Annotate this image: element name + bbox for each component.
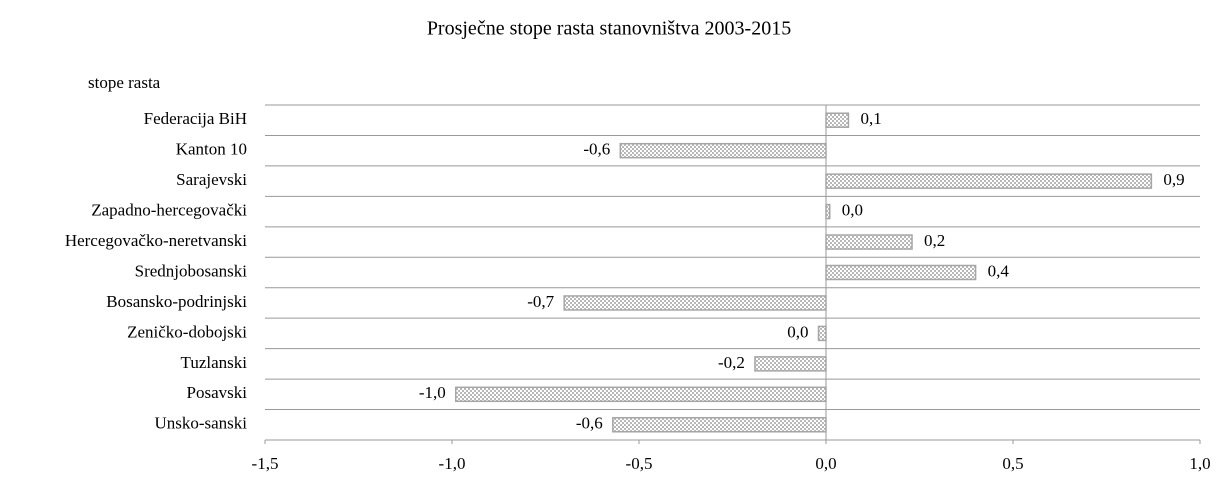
- y-tick-label: Srednjobosanski: [135, 261, 248, 280]
- bar: [825, 264, 977, 281]
- x-tick-label: -1,5: [252, 454, 279, 473]
- value-label: -0,2: [718, 353, 745, 372]
- y-tick-label: Zapadno-hercegovački: [91, 200, 247, 219]
- axis-title: stope rasta: [88, 73, 161, 92]
- y-tick-label: Unsko-sanski: [154, 414, 247, 433]
- chart-title: Prosječne stope rasta stanovništva 2003-…: [427, 18, 791, 40]
- y-tick-label: Sarajevski: [176, 170, 247, 189]
- value-label: -1,0: [419, 383, 446, 402]
- value-label: 0,4: [988, 261, 1010, 280]
- bar: [754, 356, 827, 372]
- bar: [563, 295, 827, 311]
- y-tick-label: Bosansko-podrinjski: [106, 292, 247, 311]
- y-tick-label: Tuzlanski: [181, 353, 248, 372]
- y-tick-label: Kanton 10: [176, 140, 247, 159]
- bar: [619, 142, 827, 159]
- x-tick-label: 1,0: [1189, 454, 1210, 473]
- x-tick-label: -1,0: [439, 454, 466, 473]
- value-label: -0,7: [527, 292, 554, 311]
- bar: [825, 112, 850, 128]
- y-tick-label: Hercegovačko-neretvanski: [65, 231, 247, 250]
- value-label: 0,9: [1163, 170, 1184, 189]
- bar: [454, 386, 827, 403]
- value-label: 0,0: [787, 322, 808, 341]
- x-tick-label: -0,5: [626, 454, 653, 473]
- bar: [825, 173, 1153, 189]
- value-label: 0,2: [924, 231, 945, 250]
- x-tick-label: 0,0: [815, 454, 836, 473]
- bar: [825, 203, 831, 220]
- y-tick-label: Zeničko-dobojski: [127, 322, 247, 341]
- value-label: 0,0: [842, 200, 863, 219]
- value-label: 0,1: [860, 109, 881, 128]
- y-tick-label: Posavski: [187, 383, 248, 402]
- bar: [817, 325, 827, 342]
- y-tick-label: Federacija BiH: [144, 109, 247, 128]
- value-label: -0,6: [583, 140, 610, 159]
- x-tick-label: 0,5: [1002, 454, 1023, 473]
- bar: [825, 234, 913, 250]
- value-label: -0,6: [576, 414, 603, 433]
- bar: [612, 417, 827, 433]
